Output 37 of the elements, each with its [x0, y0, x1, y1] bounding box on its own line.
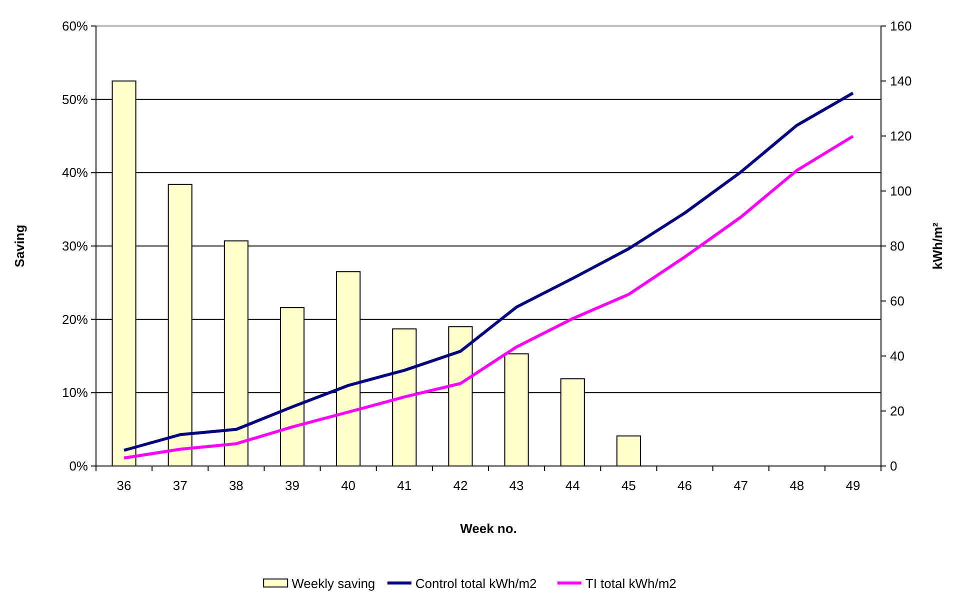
- y-axis-title: Saving: [12, 224, 27, 268]
- x-tick-label: 43: [509, 478, 524, 493]
- x-tick-label: 45: [621, 478, 636, 493]
- x-tick-label: 48: [790, 478, 804, 493]
- x-tick-label: 37: [172, 478, 188, 493]
- x-tick-label: 46: [678, 478, 692, 493]
- y-tick-label: 0%: [69, 458, 88, 474]
- x-tick-label: 40: [341, 478, 356, 493]
- x-tick-label: 39: [285, 478, 300, 493]
- y-tick-label: 50%: [62, 92, 88, 107]
- x-tick-label: 41: [397, 478, 412, 493]
- y2-tick-label: 100: [890, 184, 912, 199]
- y2-axis-title: kWh/m²: [930, 222, 945, 270]
- y-tick-label: 30%: [62, 238, 88, 254]
- y2-tick-label: 0: [890, 458, 898, 474]
- x-axis-title: Week no.: [460, 521, 517, 536]
- legend-label: TI total kWh/m2: [585, 576, 676, 591]
- y-tick-label: 20%: [62, 312, 88, 327]
- y2-tick-label: 80: [890, 238, 904, 254]
- x-tick-label: 42: [453, 478, 468, 493]
- y2-tick-label: 160: [890, 18, 912, 34]
- y2-tick-label: 140: [890, 74, 912, 89]
- x-tick-label: 38: [228, 478, 244, 493]
- x-tick-label: 36: [116, 478, 132, 493]
- y2-tick-label: 120: [890, 128, 912, 144]
- x-tick-label: 47: [734, 478, 748, 493]
- x-tick-label: 49: [846, 478, 860, 493]
- bar: [616, 435, 641, 466]
- y2-tick-label: 40: [890, 348, 904, 364]
- y2-tick-label: 20: [890, 404, 904, 419]
- y-tick-label: 40%: [62, 165, 88, 180]
- y2-tick-label: 60: [890, 294, 904, 309]
- legend-label: Control total kWh/m2: [415, 576, 537, 591]
- y-tick-label: 60%: [62, 18, 88, 34]
- legend-label: Weekly saving: [292, 576, 376, 591]
- y-tick-label: 10%: [62, 385, 88, 400]
- x-tick-label: 44: [565, 478, 580, 493]
